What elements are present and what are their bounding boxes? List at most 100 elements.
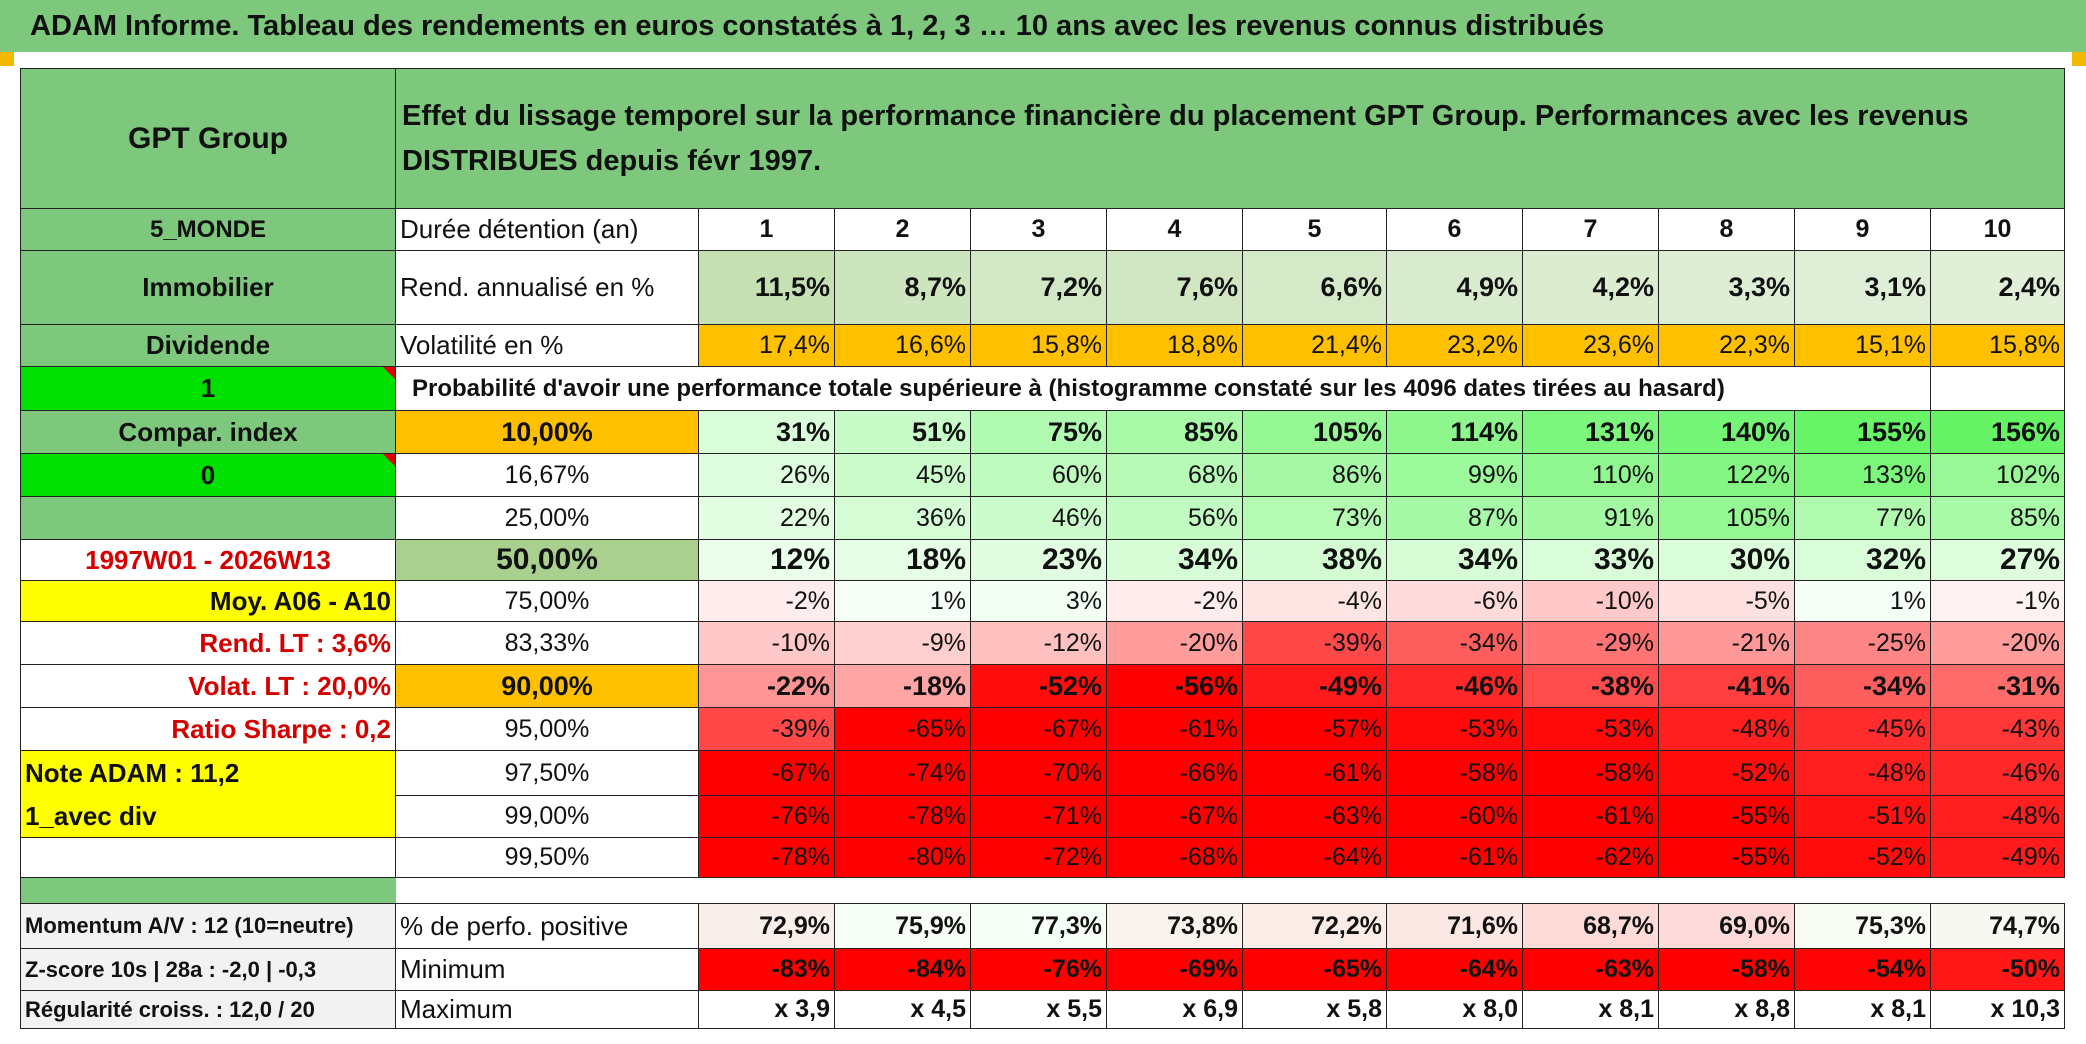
probability-value: -39% [1243,622,1387,665]
stat-value: 69,0% [1659,904,1795,949]
probability-level: 75,00% [396,581,699,622]
volat-value: 16,6% [835,325,971,367]
probability-value: -1% [1931,581,2065,622]
probability-value: 34% [1387,540,1523,581]
probability-value: -48% [1795,751,1931,796]
rend-value: 3,1% [1795,251,1931,325]
probability-value: -4% [1243,581,1387,622]
duration-header: 10 [1931,209,2065,251]
probability-value: -9% [835,622,971,665]
stat-value: -65% [1243,949,1387,991]
probability-value: 51% [835,411,971,454]
probability-value: 60% [971,454,1107,497]
note-adam-label: Note ADAM : 11,2 [21,751,396,796]
probability-value: -51% [1795,796,1931,838]
probability-value: -57% [1243,708,1387,751]
report-title-bar: ADAM Informe. Tableau des rendements en … [0,0,2086,52]
volat-value: 22,3% [1659,325,1795,367]
probability-value: -2% [699,581,835,622]
probability-value: 122% [1659,454,1795,497]
probability-value: -56% [1107,665,1243,708]
probability-level: 90,00% [396,665,699,708]
blank-left-cell [21,838,396,878]
duration-header: 9 [1795,209,1931,251]
volat-value: 23,2% [1387,325,1523,367]
probability-value: 77% [1795,497,1931,540]
probability-value: 102% [1931,454,2065,497]
probability-value: -5% [1659,581,1795,622]
stat-value: -64% [1387,949,1523,991]
blank-green-cell [21,497,396,540]
probability-value: -52% [971,665,1107,708]
stat-value: -69% [1107,949,1243,991]
probability-value: -6% [1387,581,1523,622]
probability-value: -10% [1523,581,1659,622]
stat-value: -58% [1659,949,1795,991]
probability-value: 26% [699,454,835,497]
probability-title: Probabilité d'avoir une performance tota… [396,367,1795,411]
probability-value: -67% [971,708,1107,751]
probability-value: 23% [971,540,1107,581]
probability-value: -58% [1387,751,1523,796]
duration-header: 7 [1523,209,1659,251]
probability-value: -61% [1107,708,1243,751]
rend-value: 11,5% [699,251,835,325]
stat-value: 75,3% [1795,904,1931,949]
probability-value: -78% [835,796,971,838]
moyenne-label: Moy. A06 - A10 [21,581,396,622]
mode-label: 1_avec div [21,796,396,838]
duration-header: 8 [1659,209,1795,251]
probability-value: 110% [1523,454,1659,497]
rend-value: 7,2% [971,251,1107,325]
probability-level: 99,00% [396,796,699,838]
probability-value: -64% [1243,838,1387,878]
probability-value: -31% [1931,665,2065,708]
probability-value: 85% [1931,497,2065,540]
gap-green-cell [21,878,396,904]
probability-value: 156% [1931,411,2065,454]
rend-label: Rend. annualisé en % [396,251,699,325]
probability-value: 56% [1107,497,1243,540]
probability-value: -48% [1659,708,1795,751]
probability-value: -20% [1107,622,1243,665]
probability-value: -12% [971,622,1107,665]
stat-value: x 5,5 [971,991,1107,1029]
blank-header-cell [1931,367,2065,411]
probability-value: 46% [971,497,1107,540]
volat-value: 23,6% [1523,325,1659,367]
probability-value: 105% [1659,497,1795,540]
probability-value: -49% [1243,665,1387,708]
probability-value: 133% [1795,454,1931,497]
momentum-label: Momentum A/V : 12 (10=neutre) [21,904,396,949]
probability-value: -45% [1795,708,1931,751]
probability-value: -55% [1659,796,1795,838]
stat-value: 75,9% [835,904,971,949]
probability-value: 131% [1523,411,1659,454]
probability-value: -52% [1659,751,1795,796]
probability-value: 75% [971,411,1107,454]
volat-value: 15,8% [1931,325,2065,367]
volat-value: 15,8% [971,325,1107,367]
duration-header: 6 [1387,209,1523,251]
zone-label: 5_MONDE [21,209,396,251]
flag-0: 0 [21,454,396,497]
stat-value: x 5,8 [1243,991,1387,1029]
probability-level: 25,00% [396,497,699,540]
probability-value: -20% [1931,622,2065,665]
rend-value: 2,4% [1931,251,2065,325]
stat-value: x 4,5 [835,991,971,1029]
probability-value: -25% [1795,622,1931,665]
duration-header: 5 [1243,209,1387,251]
stat-value: x 3,9 [699,991,835,1029]
probability-value: 34% [1107,540,1243,581]
probability-value: -2% [1107,581,1243,622]
flag-1: 1 [21,367,396,411]
type-label: Dividende [21,325,396,367]
probability-value: -60% [1387,796,1523,838]
probability-value: -43% [1931,708,2065,751]
stat-value: 72,2% [1243,904,1387,949]
probability-value: 12% [699,540,835,581]
probability-value: -66% [1107,751,1243,796]
probability-value: -72% [971,838,1107,878]
stat-value: -63% [1523,949,1659,991]
